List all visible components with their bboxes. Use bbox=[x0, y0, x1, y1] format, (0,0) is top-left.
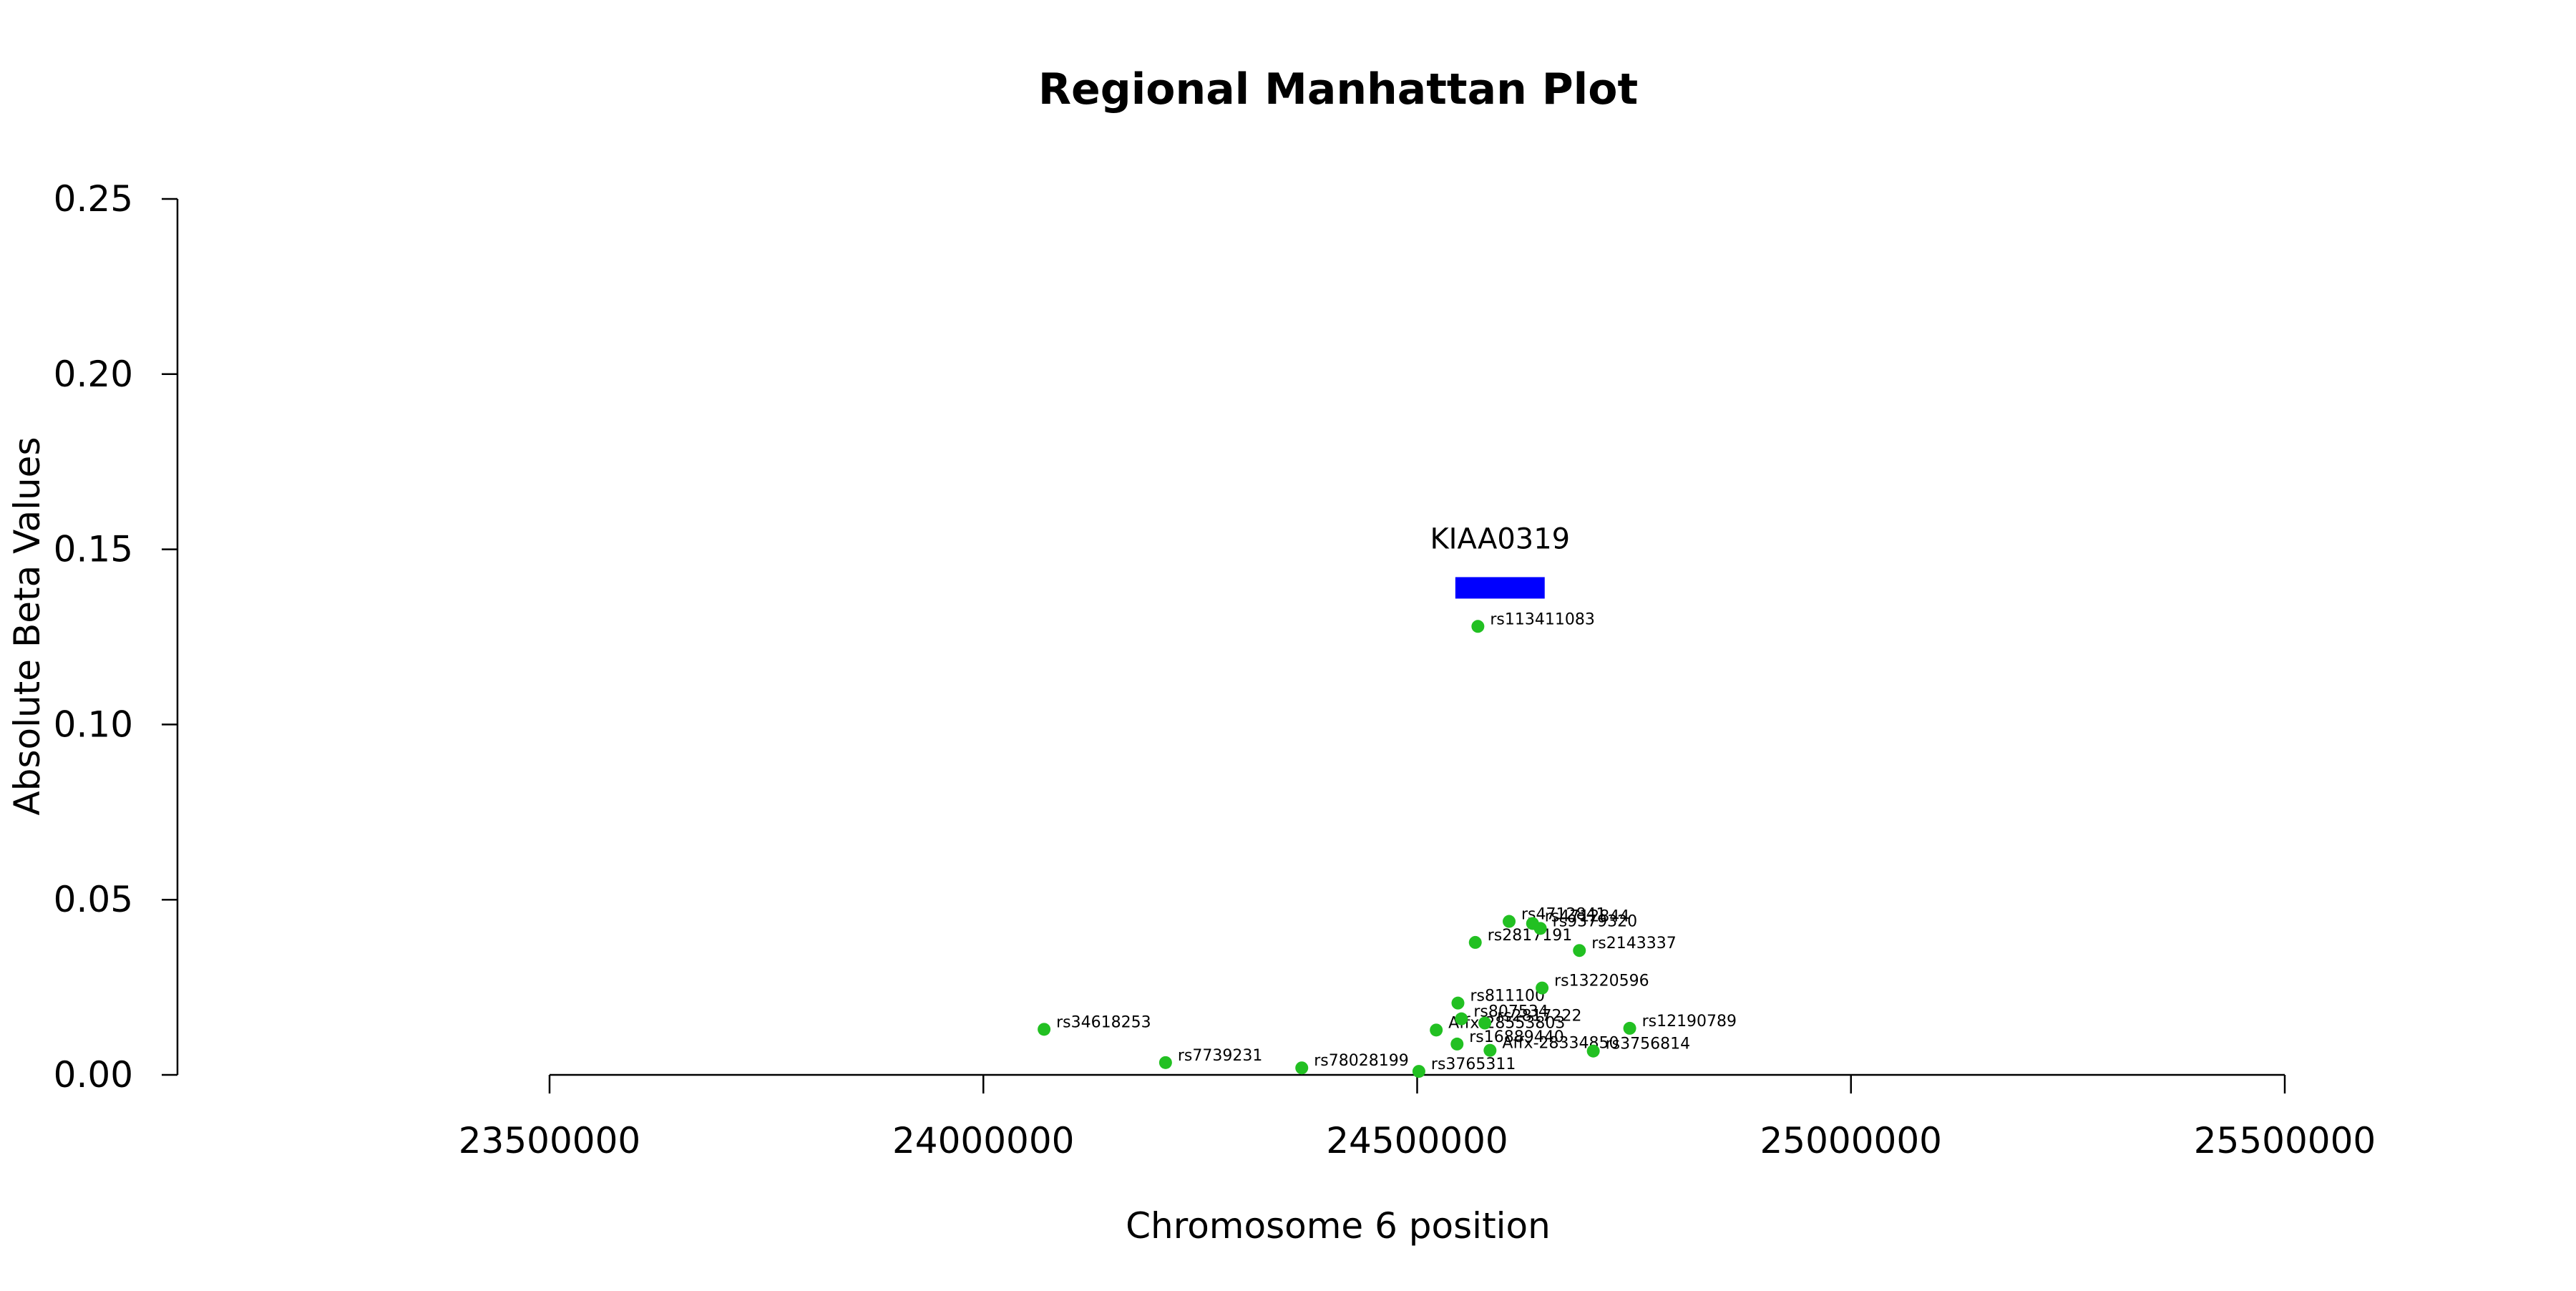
snp-point bbox=[1503, 915, 1516, 928]
y-tick-label: 0.00 bbox=[54, 1054, 133, 1096]
x-tick-label: 25500000 bbox=[2194, 1120, 2376, 1161]
x-tick-label: 24000000 bbox=[892, 1120, 1075, 1161]
y-tick-label: 0.15 bbox=[54, 529, 133, 570]
y-tick-label: 0.05 bbox=[54, 879, 133, 920]
snp-label: rs12190789 bbox=[1642, 1013, 1737, 1031]
y-axis-title: Absolute Beta Values bbox=[6, 437, 48, 816]
x-tick-label: 23500000 bbox=[459, 1120, 641, 1161]
snp-label: rs2817222 bbox=[1497, 1008, 1582, 1026]
snp-point bbox=[1450, 1037, 1464, 1051]
snp-label: rs78028199 bbox=[1314, 1052, 1408, 1070]
snp-point bbox=[1468, 935, 1482, 949]
snp-point bbox=[1478, 1016, 1492, 1030]
snp-label: rs2143337 bbox=[1591, 935, 1677, 953]
snp-label: rs3765311 bbox=[1431, 1056, 1516, 1073]
y-tick-label: 0.20 bbox=[54, 354, 133, 395]
x-tick-label: 25000000 bbox=[1760, 1120, 1943, 1161]
snp-label: rs9379320 bbox=[1553, 912, 1638, 930]
snp-label: rs13220596 bbox=[1554, 973, 1649, 990]
snp-point bbox=[1586, 1044, 1600, 1058]
y-tick-label: 0.25 bbox=[54, 178, 133, 220]
snp-label: rs113411083 bbox=[1490, 610, 1594, 628]
snp-point bbox=[1483, 1043, 1497, 1057]
snp-point bbox=[1536, 981, 1549, 995]
chart-title: Regional Manhattan Plot bbox=[1038, 64, 1638, 115]
snp-point bbox=[1430, 1023, 1443, 1037]
snp-label: rs3756814 bbox=[1606, 1036, 1691, 1053]
snp-point bbox=[1412, 1065, 1425, 1078]
snp-point bbox=[1038, 1023, 1051, 1036]
snp-point bbox=[1623, 1021, 1636, 1035]
x-tick-label: 24500000 bbox=[1326, 1120, 1508, 1161]
snp-point bbox=[1295, 1061, 1309, 1075]
y-axis-ticks: 0.00 0.05 0.10 0.15 0.20 0.25 bbox=[54, 178, 177, 1096]
snp-point bbox=[1451, 996, 1465, 1010]
snp-label: rs34618253 bbox=[1056, 1013, 1151, 1031]
y-tick-label: 0.10 bbox=[54, 703, 133, 745]
gene-bar bbox=[1455, 577, 1545, 599]
gene-label: KIAA0319 bbox=[1430, 522, 1570, 555]
snp-points: rs34618253 rs7739231 rs78028199 rs3765311 Af… bbox=[1038, 610, 1737, 1078]
snp-point bbox=[1533, 922, 1547, 935]
snp-label: rs7739231 bbox=[1178, 1047, 1263, 1065]
snp-point bbox=[1455, 1012, 1468, 1026]
snp-point bbox=[1471, 620, 1485, 633]
snp-label: rs811100 bbox=[1470, 988, 1545, 1005]
x-axis-ticks: 23500000 24000000 24500000 25000000 25500000 bbox=[459, 1075, 2376, 1161]
x-axis-title: Chromosome 6 position bbox=[1126, 1205, 1551, 1247]
snp-point bbox=[1573, 944, 1586, 958]
gene-track: KIAA0319 bbox=[1430, 522, 1570, 599]
snp-label: Affx-28334850 bbox=[1502, 1035, 1619, 1053]
snp-point bbox=[1158, 1056, 1172, 1069]
snp-label: Affx-28553803 bbox=[1448, 1014, 1565, 1032]
snp-label: rs2817191 bbox=[1488, 927, 1573, 945]
snp-label: rs4712844 bbox=[1545, 907, 1630, 925]
snp-label: rs16889440 bbox=[1469, 1028, 1563, 1046]
